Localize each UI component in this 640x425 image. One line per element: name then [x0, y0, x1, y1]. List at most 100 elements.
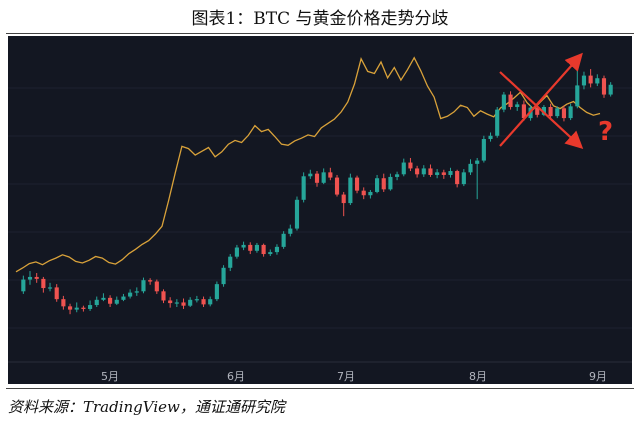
candle-body-35 [254, 244, 260, 251]
btc-candle-79 [548, 103, 553, 119]
candle-body-46 [328, 172, 333, 178]
candle-body-20 [154, 281, 159, 292]
candle-body-16 [128, 292, 133, 297]
candle-body-27 [201, 299, 206, 305]
btc-candle-12 [101, 293, 106, 302]
btc-candle-32 [234, 244, 239, 259]
btc-candle-11 [94, 296, 99, 308]
btc-candle-85 [588, 69, 593, 88]
candle-body-30 [221, 267, 226, 285]
x-tick-label-3: 8月 [469, 370, 487, 383]
candle-body-73 [508, 94, 513, 107]
btc-candle-75 [521, 100, 526, 121]
candle-body-74 [515, 104, 520, 107]
candle-body-1 [27, 276, 33, 280]
btc-candle-50 [354, 175, 360, 194]
candle-body-34 [248, 244, 253, 251]
chart-title: 图表1：BTC 与黄金价格走势分歧 [191, 8, 449, 29]
candle-body-5 [54, 287, 59, 300]
btc-candle-47 [334, 174, 340, 197]
chart-plot: 5月 6月 7月 8月 9月 ? [8, 52, 632, 383]
btc-candle-39 [281, 231, 286, 249]
btc-candle-37 [268, 249, 273, 257]
x-axis-ticks: 5月 6月 7月 8月 9月 [8, 361, 632, 383]
btc-candle-10 [88, 300, 93, 311]
btc-candle-58 [408, 157, 413, 172]
candle-body-4 [47, 287, 53, 289]
candle-body-43 [308, 173, 313, 177]
btc-candle-21 [161, 289, 166, 304]
btc-candle-0 [21, 275, 26, 294]
btc-candle-86 [595, 74, 600, 87]
candle-body-59 [415, 168, 420, 175]
btc-candle-64 [448, 167, 453, 178]
btc-candle-46 [328, 167, 333, 181]
bottom-rule [6, 388, 634, 389]
candle-body-63 [441, 172, 446, 175]
candle-body-81 [561, 108, 567, 119]
divergence-annotation: ? [499, 52, 613, 149]
candle-body-31 [228, 256, 233, 268]
btc-candle-65 [455, 169, 460, 188]
grid-layer [8, 87, 632, 329]
btc-candle-74 [515, 101, 520, 111]
candle-body-36 [261, 244, 266, 255]
btc-candle-27 [201, 296, 206, 308]
candle-body-32 [234, 247, 239, 257]
btc-candle-8 [74, 302, 79, 313]
candle-body-18 [141, 280, 146, 292]
candle-body-22 [168, 300, 173, 304]
btc-candle-51 [361, 187, 366, 200]
candle-body-26 [194, 299, 199, 301]
btc-candle-19 [148, 278, 153, 285]
btc-candle-80 [555, 106, 560, 119]
btc-candle-61 [428, 164, 433, 177]
candle-body-77 [535, 107, 540, 115]
btc-candle-45 [321, 168, 326, 185]
x-tick-label-4: 9月 [589, 370, 607, 383]
btc-candle-13 [108, 295, 113, 308]
candle-body-54 [381, 178, 386, 190]
btc-candle-29 [214, 281, 219, 302]
btc-candle-71 [495, 106, 500, 138]
candle-body-57 [401, 162, 406, 175]
candle-body-53 [374, 178, 380, 192]
candle-body-85 [588, 75, 593, 84]
btc-candle-55 [388, 173, 393, 191]
btc-candle-52 [368, 190, 373, 199]
x-tick-label-0: 5月 [101, 370, 119, 383]
gold-line-layer [15, 56, 601, 273]
btc-up-arrow [499, 52, 583, 147]
btc-candle-4 [47, 282, 53, 292]
candle-body-50 [354, 177, 360, 191]
candle-body-66 [461, 172, 466, 185]
btc-candle-33 [241, 241, 246, 251]
candle-body-9 [81, 307, 86, 309]
btc-candle-22 [168, 297, 173, 308]
candle-body-61 [428, 168, 433, 175]
btc-candle-18 [141, 277, 146, 294]
candle-body-80 [555, 108, 560, 117]
btc-candle-44 [314, 171, 320, 187]
btc-candle-14 [114, 296, 119, 306]
top-rule [6, 33, 634, 34]
candle-body-62 [435, 172, 440, 175]
candle-body-60 [421, 168, 426, 175]
btc-candle-34 [248, 242, 253, 255]
candle-body-67 [468, 163, 473, 173]
candle-body-48 [341, 194, 346, 204]
btc-candle-25 [188, 297, 193, 308]
btc-candle-7 [67, 303, 73, 315]
btc-candle-23 [174, 299, 179, 308]
candle-body-7 [67, 306, 73, 310]
candle-body-41 [294, 199, 300, 229]
chart-panel: 5月 6月 7月 8月 9月 ? [8, 36, 632, 384]
candle-body-82 [568, 106, 573, 119]
candle-body-33 [241, 244, 246, 248]
btc-candle-53 [374, 174, 380, 194]
btc-candle-72 [501, 91, 506, 113]
candle-body-11 [94, 299, 99, 306]
btc-candle-83 [575, 67, 580, 109]
candle-body-14 [114, 299, 119, 304]
btc-candle-67 [468, 159, 473, 175]
